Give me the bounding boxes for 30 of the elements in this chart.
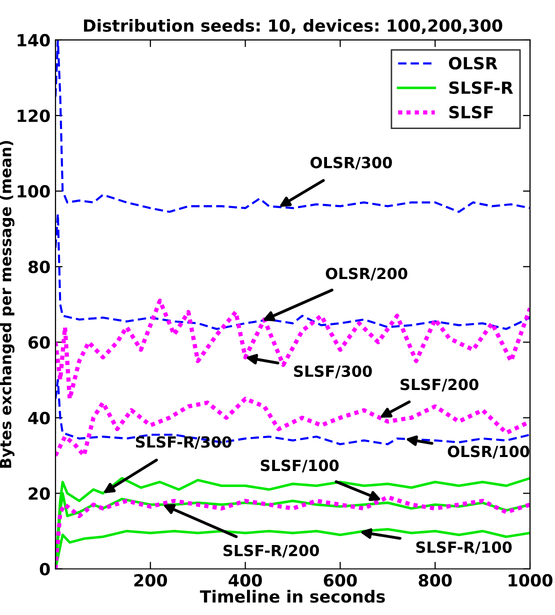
y-tick-label: 0 xyxy=(40,562,50,576)
y-tick-label: 140 xyxy=(18,34,50,47)
x-tick-label: 1000 xyxy=(508,574,552,587)
annotation: SLSF-R/200 xyxy=(224,544,319,558)
line-series xyxy=(56,298,530,401)
x-tick-label: 600 xyxy=(324,574,357,587)
legend-label: SLSF xyxy=(449,106,493,118)
x-tick-label: 200 xyxy=(134,574,168,587)
x-tick-label: 400 xyxy=(228,574,262,587)
legend-label: SLSF-R xyxy=(449,81,514,94)
y-tick-label: 100 xyxy=(18,185,50,198)
annotation: SLSF/100 xyxy=(260,460,339,472)
y-tick-label: 80 xyxy=(28,260,50,274)
annotation: SLSF-R/300 xyxy=(136,436,232,449)
y-tick-label: 120 xyxy=(18,109,50,122)
x-tick-label: 800 xyxy=(418,574,452,587)
annotation: OLSR/300 xyxy=(310,156,392,170)
annotation: SLSF-R/100 xyxy=(416,541,512,554)
legend-label: OLSR xyxy=(448,56,498,70)
annotation: OLSR/100 xyxy=(448,446,530,458)
annotation: SLSF/200 xyxy=(400,378,478,392)
line-series xyxy=(56,212,530,330)
y-tick-label: 60 xyxy=(28,336,50,349)
y-axis-title: Bytes exchanged per message (mean) xyxy=(0,140,14,468)
x-axis-title: Timeline in seconds xyxy=(200,590,385,603)
annotation: SLSF/300 xyxy=(294,365,372,378)
chart-title: Distribution seeds: 10, devices: 100,200,300 xyxy=(84,18,502,34)
annotation: OLSR/200 xyxy=(326,268,408,280)
y-tick-label: 40 xyxy=(28,412,50,424)
y-tick-label: 20 xyxy=(28,487,50,500)
